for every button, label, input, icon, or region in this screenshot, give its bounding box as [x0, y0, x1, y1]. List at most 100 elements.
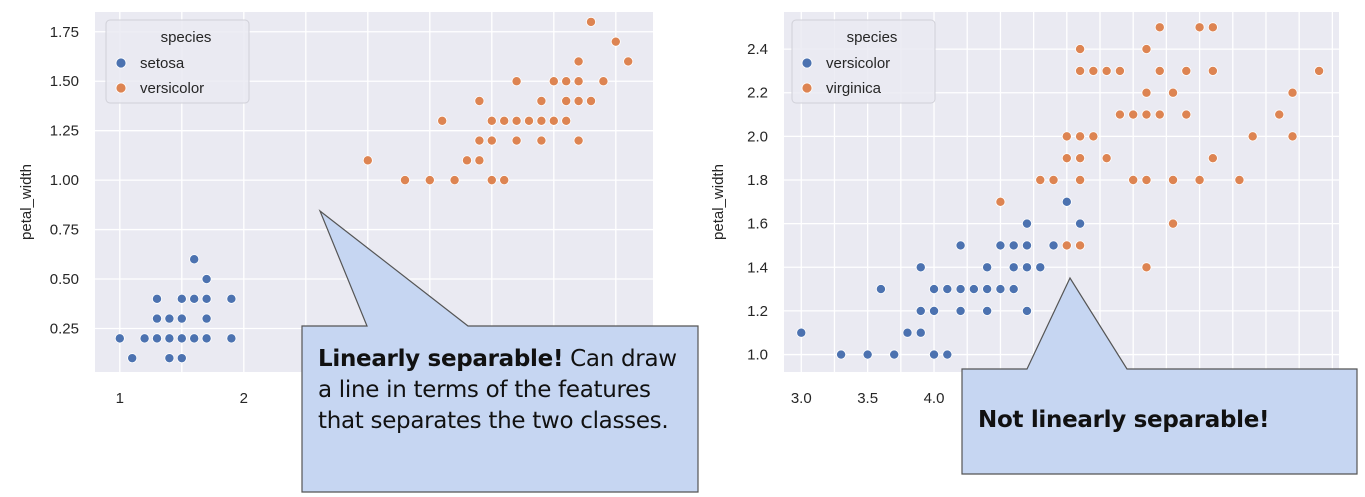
callout-left-text: Linearly separable! Can draw a line in t… — [318, 344, 688, 437]
data-point — [598, 76, 609, 87]
data-point — [1194, 174, 1205, 185]
data-point — [586, 96, 597, 107]
data-point — [1141, 262, 1152, 273]
data-point — [875, 284, 886, 295]
data-point — [1008, 262, 1019, 273]
legend-title: species — [847, 29, 898, 46]
data-point — [548, 115, 559, 126]
data-point — [1075, 65, 1086, 76]
callout-left-bubble — [301, 209, 699, 493]
data-point — [486, 175, 497, 186]
data-point — [449, 175, 460, 186]
data-point — [1181, 65, 1192, 76]
data-point — [1181, 109, 1192, 120]
y-tick-label: 1.4 — [747, 259, 768, 276]
data-point — [1008, 284, 1019, 295]
data-point — [164, 353, 175, 364]
data-point — [1061, 153, 1072, 164]
callout-left-bold: Linearly separable! — [318, 346, 564, 372]
data-point — [114, 333, 125, 344]
data-point — [836, 349, 847, 360]
data-point — [548, 76, 559, 87]
data-point — [1035, 174, 1046, 185]
data-point — [982, 262, 993, 273]
data-point — [623, 56, 634, 67]
x-tick-label: 3.0 — [791, 390, 812, 407]
data-point — [511, 115, 522, 126]
data-point — [982, 305, 993, 316]
data-point — [1141, 87, 1152, 98]
data-point — [995, 284, 1006, 295]
data-point — [915, 327, 926, 338]
data-point — [942, 349, 953, 360]
data-point — [226, 333, 237, 344]
y-tick-label: 0.25 — [50, 320, 79, 337]
data-point — [1207, 153, 1218, 164]
data-point — [486, 135, 497, 146]
y-tick-label: 1.6 — [747, 216, 768, 233]
data-point — [929, 349, 940, 360]
data-point — [1008, 240, 1019, 251]
data-point — [424, 175, 435, 186]
legend-title: species — [161, 29, 212, 46]
data-point — [164, 333, 175, 344]
data-point — [1194, 22, 1205, 33]
y-tick-label: 1.75 — [50, 24, 79, 41]
data-point — [536, 135, 547, 146]
data-point — [164, 313, 175, 324]
data-point — [1168, 218, 1179, 229]
data-point — [1101, 153, 1112, 164]
data-point — [474, 135, 485, 146]
data-point — [176, 293, 187, 304]
scatter-chart-right: 1.0 1.2 1.4 1.6 1.8 2.0 2.2 2.4 3.0 3.5 4.0 petal_w… — [710, 12, 1339, 407]
data-point — [151, 293, 162, 304]
legend-marker — [115, 82, 127, 94]
data-point — [1154, 22, 1165, 33]
data-point — [437, 115, 448, 126]
legend-box — [105, 19, 250, 104]
data-point — [226, 293, 237, 304]
data-point — [1075, 240, 1086, 251]
data-point — [511, 135, 522, 146]
data-point — [955, 284, 966, 295]
y-axis-label: petal_width — [710, 164, 727, 240]
data-point — [1168, 174, 1179, 185]
legend-box — [791, 19, 936, 104]
data-point — [1075, 174, 1086, 185]
data-point — [573, 96, 584, 107]
callout-right-bubble — [961, 276, 1358, 475]
data-point — [474, 96, 485, 107]
data-point — [1168, 87, 1179, 98]
data-point — [1061, 240, 1072, 251]
data-point — [1088, 65, 1099, 76]
data-point — [524, 115, 535, 126]
data-point — [486, 115, 497, 126]
data-point — [511, 76, 522, 87]
y-tick-label: 0.75 — [50, 222, 79, 239]
data-point — [968, 284, 979, 295]
y-axis-label: petal_width — [18, 164, 35, 240]
legend-label: virginica — [826, 80, 882, 97]
data-point — [1021, 240, 1032, 251]
data-point — [201, 274, 212, 285]
callout-right-text: Not linearly separable! — [978, 405, 1348, 436]
data-point — [1207, 65, 1218, 76]
data-point — [1048, 174, 1059, 185]
data-point — [955, 305, 966, 316]
x-tick-label: 4.0 — [924, 390, 945, 407]
data-point — [1075, 218, 1086, 229]
data-point — [1314, 65, 1325, 76]
data-point — [915, 262, 926, 273]
data-point — [915, 305, 926, 316]
y-tick-label: 0.50 — [50, 271, 79, 288]
callout-right-bold: Not linearly separable! — [978, 407, 1270, 433]
data-point — [1154, 65, 1165, 76]
legend-marker — [801, 57, 813, 69]
data-point — [1287, 87, 1298, 98]
data-point — [151, 333, 162, 344]
x-tick-label: 2 — [240, 390, 248, 407]
y-tick-label: 1.50 — [50, 73, 79, 90]
data-point — [362, 155, 373, 166]
data-point — [499, 175, 510, 186]
data-point — [573, 135, 584, 146]
